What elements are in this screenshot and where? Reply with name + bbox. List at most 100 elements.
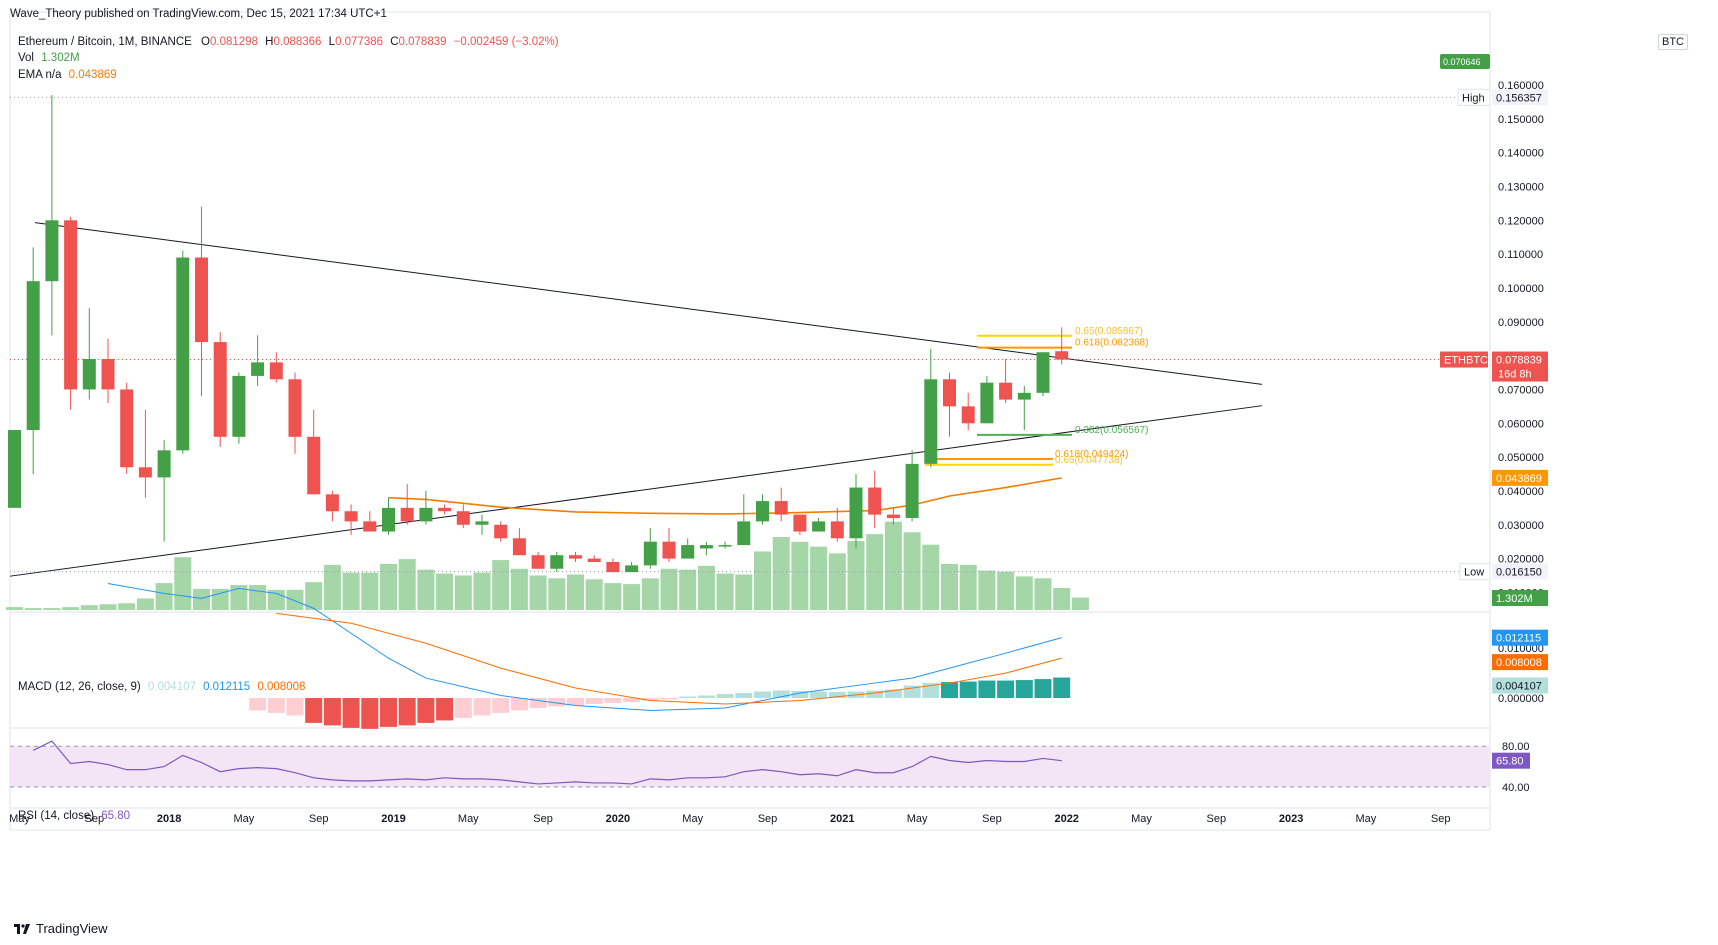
macd-histogram-bar — [342, 698, 360, 728]
volume-bar — [62, 607, 80, 610]
candle-body — [325, 494, 339, 512]
price-tags: ETHBTC 0.078839 16d 8h High 0.156357 Low 0.016… — [1440, 54, 1548, 769]
green-tag-text: 0.070646 — [1443, 57, 1481, 67]
volume-bar — [623, 584, 641, 610]
candle — [120, 382, 134, 475]
candle-body — [943, 379, 956, 407]
macd-histogram-bar — [473, 698, 491, 716]
y-tick-label: 0.070000 — [1498, 384, 1544, 396]
macd-histogram-bar — [660, 698, 678, 700]
candle — [325, 490, 339, 522]
green-tag-box — [1440, 54, 1490, 69]
candle-body — [569, 555, 582, 559]
low-label: L — [328, 36, 336, 48]
macd-histogram-bar — [641, 698, 659, 701]
x-tick-label: 2021 — [830, 813, 854, 825]
candle-body — [438, 507, 452, 512]
macd-histogram-bar — [604, 698, 622, 703]
macd-label: MACD (12, 26, close, 9) — [18, 681, 141, 693]
macd-line — [107, 582, 1062, 711]
volume-bar — [567, 574, 584, 610]
macd-histogram-bar — [548, 698, 566, 707]
macd-histogram-bar — [735, 693, 753, 698]
macd-histogram-bar — [361, 698, 379, 729]
rsi-line — [32, 740, 1062, 785]
x-tick-label: 2019 — [381, 813, 405, 825]
candle — [868, 470, 882, 529]
x-tick-label: May — [682, 813, 703, 825]
macd-signal-price-text: 0.008008 — [1496, 657, 1542, 669]
macd-histogram-bar — [697, 695, 715, 698]
candle-body — [307, 436, 321, 495]
volume-bar — [492, 560, 510, 610]
macd-histogram-bar — [286, 698, 304, 716]
macd-signal-line — [276, 612, 1062, 705]
volume-bar — [735, 574, 753, 610]
candle-body — [1055, 351, 1069, 360]
currency-button[interactable]: BTC — [1658, 34, 1688, 50]
volume-bar — [436, 573, 454, 610]
candle — [793, 514, 807, 535]
candle-body — [699, 545, 713, 549]
y-tick-label: 0.020000 — [1498, 554, 1544, 566]
volume-bar — [529, 575, 547, 610]
open-value: 0.081298 — [210, 36, 258, 48]
candle-body — [382, 507, 395, 532]
candle-body — [82, 359, 96, 390]
macd-pane — [107, 582, 1071, 729]
ema-price-text: 0.043869 — [1496, 473, 1542, 485]
candle — [980, 375, 994, 424]
candle-body — [64, 220, 78, 390]
candle-body — [456, 511, 470, 525]
volume-bar — [136, 598, 154, 610]
candle — [138, 409, 152, 498]
candle — [157, 440, 171, 542]
ema-legend: EMA n/a 0.043869 — [18, 69, 117, 81]
candle — [307, 409, 321, 495]
volume-bar — [6, 607, 23, 610]
fib-levels: 0.65(0.085867)0.618(0.082368) 0.382(0.056… — [925, 326, 1148, 466]
candle — [849, 474, 863, 549]
volume-bar — [249, 585, 267, 610]
candle-body — [587, 558, 601, 562]
y-tick-label: 0.100000 — [1498, 283, 1544, 295]
macd-histogram-bar — [716, 694, 734, 698]
candle — [82, 308, 96, 400]
candle — [419, 490, 433, 525]
open-label: O — [201, 36, 210, 48]
macd-histogram-bar — [959, 681, 977, 698]
volume-bar — [1071, 597, 1089, 610]
macd-histogram-bar — [436, 698, 454, 721]
volume-bar — [230, 585, 248, 610]
volume-bar — [810, 546, 828, 610]
x-tick-label: 2018 — [157, 813, 181, 825]
rsi-pane — [10, 740, 1490, 788]
candle — [756, 494, 769, 525]
candle — [625, 561, 639, 573]
low-label-box — [1459, 563, 1491, 581]
x-tick-label: Sep — [533, 813, 553, 825]
close-value: 0.078839 — [398, 36, 447, 48]
volume-bar — [99, 604, 117, 610]
volume-bar — [342, 572, 360, 610]
candle-body — [101, 359, 115, 390]
candle — [26, 247, 40, 475]
volume-bar — [847, 540, 865, 610]
candle-body — [1036, 352, 1050, 393]
candle-body — [681, 545, 695, 559]
candle-body — [905, 463, 919, 519]
candle — [643, 528, 657, 569]
macd-histogram-bar — [398, 698, 416, 726]
macd-histogram-bar — [679, 696, 697, 698]
volume-bar — [454, 575, 472, 610]
candle — [737, 494, 751, 546]
countdown-text: 16d 8h — [1498, 369, 1532, 381]
candle-body — [1017, 392, 1031, 400]
volume-bar — [473, 572, 491, 610]
macd-signal-price-box — [1492, 654, 1548, 671]
volume-bar — [959, 564, 977, 610]
tradingview-logo-text: TradingView — [36, 921, 108, 936]
macd-histogram-bar — [585, 698, 603, 704]
macd-histogram-bar — [567, 698, 584, 706]
